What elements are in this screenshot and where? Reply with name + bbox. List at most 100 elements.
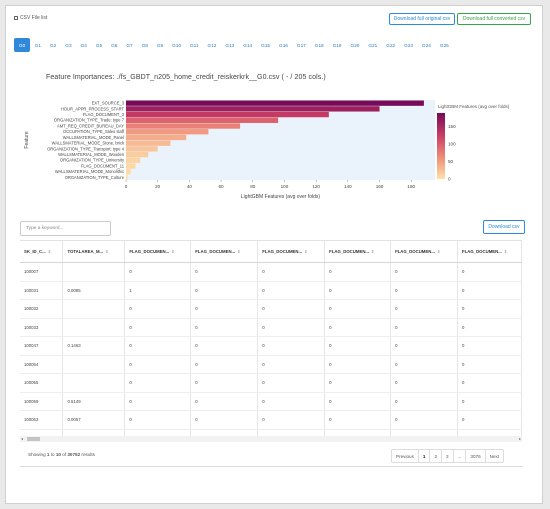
- search-input[interactable]: Type a keyword...: [20, 221, 111, 236]
- sort-icon[interactable]: ⇕: [304, 249, 308, 254]
- column-header[interactable]: FLAG_DOCUMEN... ⇕: [257, 241, 326, 263]
- tab-g14[interactable]: G14: [243, 42, 253, 48]
- y-tick-label: ORGANIZATION_TYPE_Culture: [65, 175, 125, 180]
- tab-g15[interactable]: G15: [261, 42, 271, 48]
- tab-g10[interactable]: G10: [172, 42, 182, 48]
- window-title-label: CSV File list: [20, 15, 48, 21]
- column-header[interactable]: FLAG_DOCUMEN... ⇕: [124, 241, 192, 263]
- tab-g6[interactable]: G6: [111, 42, 118, 48]
- column-header[interactable]: TOTALAREA_M... ⇕: [62, 241, 126, 263]
- x-tick-label: 120: [312, 184, 320, 189]
- table-cell: 0: [257, 355, 326, 374]
- column-header[interactable]: SK_ID_C... ⇕: [20, 241, 64, 263]
- tab-g4[interactable]: G4: [80, 42, 87, 48]
- tab-g11[interactable]: G11: [190, 42, 199, 48]
- sort-icon[interactable]: ⇕: [237, 249, 241, 254]
- tab-g21[interactable]: G21: [368, 42, 378, 48]
- tab-g1[interactable]: G1: [34, 42, 42, 48]
- previous-page-button[interactable]: Previous: [392, 450, 419, 462]
- table-cell: 100047: [20, 336, 64, 356]
- table-cell: 0: [390, 410, 458, 430]
- horizontal-scrollbar[interactable]: ◂ ▸: [20, 436, 522, 442]
- feature-importances-title: Feature Importances: ./fs_GBDT_n205_home…: [46, 74, 326, 81]
- table-cell: 0: [324, 410, 392, 430]
- page-button[interactable]: 3: [442, 450, 454, 462]
- table-cell: 0: [324, 355, 392, 374]
- y-tick-label: ORGANIZATION_TYPE_University: [60, 158, 125, 163]
- sort-icon[interactable]: ⇕: [371, 249, 375, 254]
- tab-g13[interactable]: G13: [225, 42, 235, 48]
- divider: [20, 466, 523, 467]
- scrollbar-thumb[interactable]: [27, 437, 40, 441]
- tab-g20[interactable]: G20: [350, 42, 360, 48]
- tab-g12[interactable]: G12: [207, 42, 217, 48]
- tab-g17[interactable]: G17: [296, 42, 306, 48]
- table-row: 100059 0.5149 0 0 0 0 0 0: [20, 392, 522, 411]
- page-button[interactable]: 2: [430, 450, 442, 462]
- x-tick-label: 140: [344, 184, 352, 189]
- table-cell: 0.0085: [62, 281, 126, 300]
- tab-g3[interactable]: G3: [65, 42, 72, 48]
- tab-g24[interactable]: G24: [422, 42, 431, 48]
- tab-g5[interactable]: G5: [95, 42, 103, 48]
- sort-icon[interactable]: ⇕: [105, 249, 109, 254]
- sort-icon[interactable]: ⇕: [171, 249, 175, 254]
- tab-g16[interactable]: G16: [279, 42, 288, 48]
- tab-g8[interactable]: G8: [141, 42, 148, 48]
- column-header[interactable]: FLAG_DOCUMEN... ⇕: [324, 241, 392, 263]
- column-header[interactable]: FLAG_DOCUMEN... ⇕: [390, 241, 458, 263]
- table-row: 100047 0.1463 0 0 0 0 0 0: [20, 336, 522, 356]
- tab-g7[interactable]: G7: [126, 42, 133, 48]
- tab-g25[interactable]: G25: [439, 42, 449, 48]
- y-tick-label: WALLSMATERIAL_MODE_Panel: [63, 135, 124, 140]
- sort-icon[interactable]: ⇕: [47, 249, 52, 254]
- x-tick-label: 0: [125, 184, 128, 189]
- page-button[interactable]: 1: [419, 450, 431, 462]
- table-cell: 0: [457, 392, 522, 411]
- table-cell: 0: [190, 318, 259, 337]
- tab-g23[interactable]: G23: [404, 42, 414, 48]
- chart-bar: [126, 169, 131, 175]
- tab-g2[interactable]: G2: [50, 42, 57, 48]
- table-cell: 0: [324, 262, 392, 282]
- column-header-label: FLAG_DOCUMEN...: [129, 249, 170, 254]
- scroll-left-icon[interactable]: ◂: [21, 436, 24, 441]
- sort-icon[interactable]: ⇕: [436, 249, 441, 254]
- checkbox-icon: [14, 16, 18, 20]
- table-cell: 0: [257, 392, 326, 411]
- tab-g19[interactable]: G19: [332, 42, 342, 48]
- table-cell: 0: [190, 299, 259, 319]
- download-csv-button[interactable]: Download csv: [483, 220, 525, 234]
- data-table: SK_ID_C... ⇕ TOTALAREA_M... ⇕ FLAG_DOCUMEN..…: [20, 240, 522, 437]
- table-cell: [62, 429, 126, 437]
- table-row: 100032 0 0 0 0 0 0: [20, 299, 522, 319]
- tab-g9[interactable]: G9: [156, 42, 164, 48]
- download-converted-button[interactable]: Download full converted csv: [457, 13, 531, 25]
- column-header[interactable]: FLAG_DOCUMEN... ⇕: [190, 241, 259, 263]
- chart-bar: [126, 123, 241, 129]
- scroll-right-icon[interactable]: ▸: [518, 436, 521, 441]
- page-button[interactable]: 3076: [466, 450, 486, 462]
- table-cell: 100063: [20, 410, 64, 430]
- table-row: 100063 0.0057 0 0 0 0 0 0: [20, 410, 522, 430]
- chart-bar: [126, 146, 158, 152]
- table-cell: 0: [324, 281, 392, 300]
- tab-g22[interactable]: G22: [386, 42, 396, 48]
- tab-g18[interactable]: G18: [314, 42, 324, 48]
- table-cell: 0: [190, 336, 259, 356]
- table-cell: 0: [257, 318, 326, 337]
- next-page-button[interactable]: Next: [489, 453, 500, 459]
- table-cell: 0: [124, 373, 192, 393]
- sort-icon[interactable]: ⇕: [503, 249, 508, 254]
- pagination-ellipsis: ...: [454, 450, 467, 462]
- chart-bar: [126, 151, 149, 158]
- y-tick-label: ORGANIZATION_TYPE_Transport: type 4: [47, 146, 125, 151]
- tab-g0[interactable]: G0: [14, 38, 31, 52]
- x-axis-label: LightGBM Features (avg over folds): [241, 194, 321, 200]
- colorbar: [437, 113, 445, 179]
- column-header-label: FLAG_DOCUMEN...: [195, 249, 236, 254]
- column-header[interactable]: FLAG_DOCUMEN... ⇕: [457, 241, 522, 263]
- table-cell: 0: [257, 262, 326, 282]
- table-cell: 0: [257, 336, 326, 356]
- download-original-button[interactable]: Download full original csv: [389, 13, 455, 25]
